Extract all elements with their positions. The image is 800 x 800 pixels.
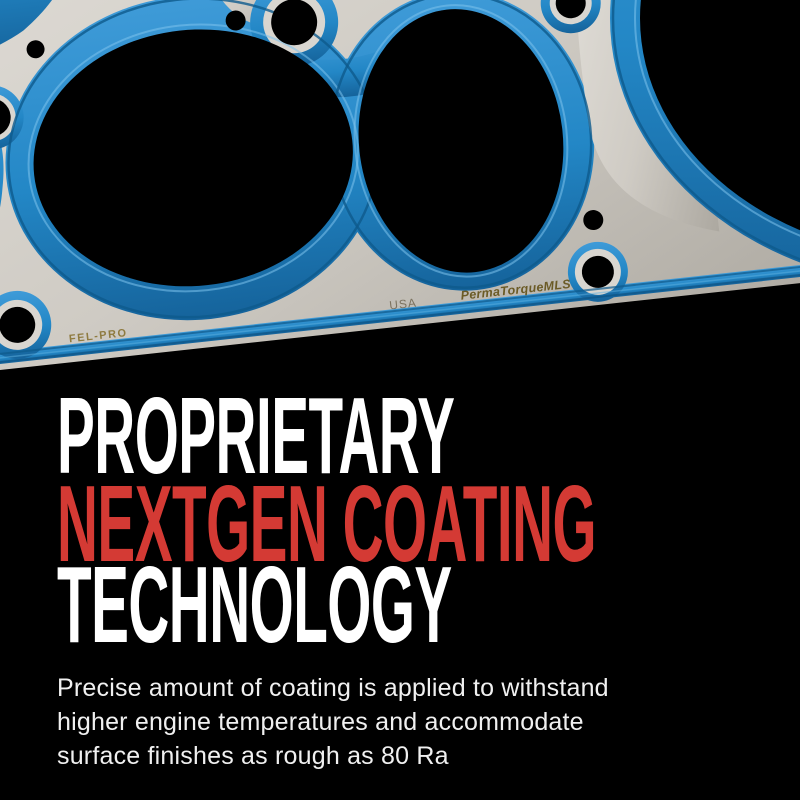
body-copy: Precise amount of coating is applied to … <box>57 671 717 773</box>
body-copy-line-2: higher engine temperatures and accommoda… <box>57 708 584 736</box>
body-copy-line-3: surface finishes as rough as 80 Ra <box>57 742 449 770</box>
cylinder-bore-2 <box>358 9 564 273</box>
body-copy-line-1: Precise amount of coating is applied to … <box>57 674 609 702</box>
headline-line-2-accent: NEXTGEN COATING <box>57 463 597 585</box>
coolant-hole <box>271 0 318 46</box>
bolt-hole <box>0 306 36 343</box>
gasket-origin-marking: USA <box>389 296 418 313</box>
headline-line-1: PROPRIETARY <box>57 375 455 497</box>
ridge-line <box>634 0 800 237</box>
bolt-hole <box>581 255 614 288</box>
bolt-hole-small <box>583 210 604 231</box>
cylinder-bore-1 <box>33 29 353 287</box>
top-hole <box>555 0 586 19</box>
headline-line-3: TECHNOLOGY <box>57 544 452 666</box>
bolt-hole-small <box>225 10 246 31</box>
gasket-photo-canvas: FEL-PRO USA PermaTorqueMLS <box>0 0 800 379</box>
bolt-hole-small <box>26 40 45 59</box>
bolt-hole <box>0 98 11 137</box>
ridge-line <box>611 0 800 261</box>
cylinder-bore-3 <box>640 0 800 231</box>
ridge-line <box>0 262 800 372</box>
ridge-line <box>353 4 569 278</box>
bore-3-group <box>610 0 800 263</box>
ridge-line <box>0 259 800 368</box>
ridge-line <box>27 23 359 293</box>
gasket-photo: FEL-PRO USA PermaTorqueMLS <box>0 0 800 379</box>
ridge-line <box>0 254 800 364</box>
